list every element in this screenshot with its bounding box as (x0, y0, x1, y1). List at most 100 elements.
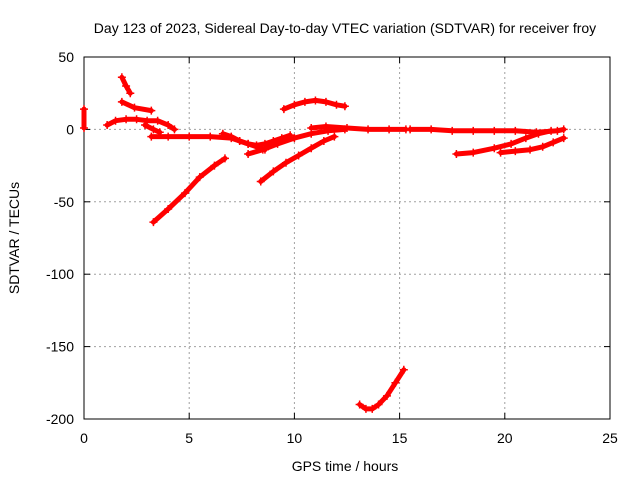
data-point (355, 400, 364, 409)
data-point (210, 161, 219, 170)
y-tick-label: -50 (54, 194, 74, 210)
plot-frame (83, 56, 611, 420)
data-point (117, 97, 126, 106)
series-arc-7 (244, 125, 349, 159)
series-line (357, 367, 407, 412)
data-point (549, 138, 558, 147)
y-tick-label: 0 (66, 121, 74, 137)
data-point (164, 132, 173, 141)
chart-title: Day 123 of 2023, Sidereal Day-to-day VTE… (94, 20, 596, 36)
data-point (130, 103, 139, 112)
data-point (149, 218, 158, 227)
x-tick-labels: 0 5 10 15 20 25 (80, 430, 618, 446)
data-point (490, 144, 499, 153)
series-line (119, 99, 154, 114)
data-point (559, 125, 568, 134)
data-point (452, 150, 461, 159)
data-point (149, 125, 158, 134)
series-arc-9 (256, 132, 339, 186)
data-point (321, 122, 330, 131)
data-point (147, 132, 156, 141)
y-tick-label: 50 (58, 49, 74, 65)
data-point (496, 148, 505, 157)
series-arc-3 (103, 115, 179, 134)
data-point (448, 126, 457, 135)
data-point (511, 126, 520, 135)
data-point (164, 121, 173, 130)
data-point (147, 106, 156, 115)
data-point (103, 121, 112, 130)
data-point (368, 404, 377, 413)
y-tick-label: -200 (46, 411, 74, 427)
x-tick-label: 25 (602, 430, 618, 446)
data-point (507, 139, 516, 148)
data-point (153, 116, 162, 125)
data-point (273, 139, 282, 148)
data-point (490, 126, 499, 135)
data-point (294, 151, 303, 160)
data-point (132, 115, 141, 124)
data-point (343, 123, 351, 132)
data-point (290, 134, 299, 143)
data-point (427, 125, 436, 134)
data-point (244, 139, 253, 148)
series-arc-14 (496, 134, 568, 157)
data-point (290, 100, 299, 109)
data-point (80, 123, 88, 132)
data-point (469, 126, 478, 135)
data-point (307, 123, 316, 132)
series-arc-8 (149, 154, 229, 227)
data-point (406, 125, 415, 134)
data-point (122, 115, 131, 124)
x-axis-title: GPS time / hours (292, 458, 399, 474)
data-point (311, 96, 320, 105)
y-tick-labels: 50 0 -50 -100 -150 -200 (46, 49, 74, 427)
data-point (281, 158, 290, 167)
data-point (258, 145, 267, 154)
data-point (227, 132, 236, 141)
data-point (391, 378, 400, 387)
data-point (256, 177, 265, 186)
data-point (244, 150, 253, 159)
series-line (150, 155, 228, 225)
series-arc-15 (355, 365, 408, 413)
data-point (559, 134, 568, 143)
data-point (538, 142, 547, 151)
data-point (279, 105, 288, 114)
data-point (321, 97, 330, 106)
data-point (547, 126, 556, 135)
series-arc-2 (117, 97, 156, 115)
data-point (534, 129, 543, 138)
data-point (164, 205, 173, 214)
data-point (300, 97, 309, 106)
data-point (218, 129, 227, 138)
x-tick-label: 5 (185, 430, 193, 446)
series-arc-13 (452, 126, 556, 159)
data-point (382, 391, 391, 400)
data-point (117, 73, 126, 82)
data-point (141, 121, 150, 130)
data-point (364, 125, 373, 134)
series-arc-6 (218, 129, 269, 154)
data-point (330, 132, 339, 141)
data-point (126, 89, 135, 98)
series-arc-16 (80, 105, 88, 132)
data-point (511, 147, 520, 156)
data-point (170, 125, 179, 134)
data-point (122, 81, 131, 90)
x-tick-label: 20 (497, 430, 513, 446)
y-axis-title: SDTVAR / TECUs (6, 182, 22, 294)
x-tick-label: 10 (287, 430, 303, 446)
data-point (374, 400, 383, 409)
y-tick-label: -100 (46, 266, 74, 282)
data-point (319, 136, 328, 145)
data-point (332, 100, 341, 109)
data-point (235, 136, 244, 145)
data-point (521, 134, 530, 143)
data-series (80, 73, 568, 413)
series-arc-1 (117, 73, 135, 98)
series-arc-11 (307, 122, 410, 134)
x-tick-label: 0 (80, 430, 88, 446)
data-point (220, 154, 229, 163)
